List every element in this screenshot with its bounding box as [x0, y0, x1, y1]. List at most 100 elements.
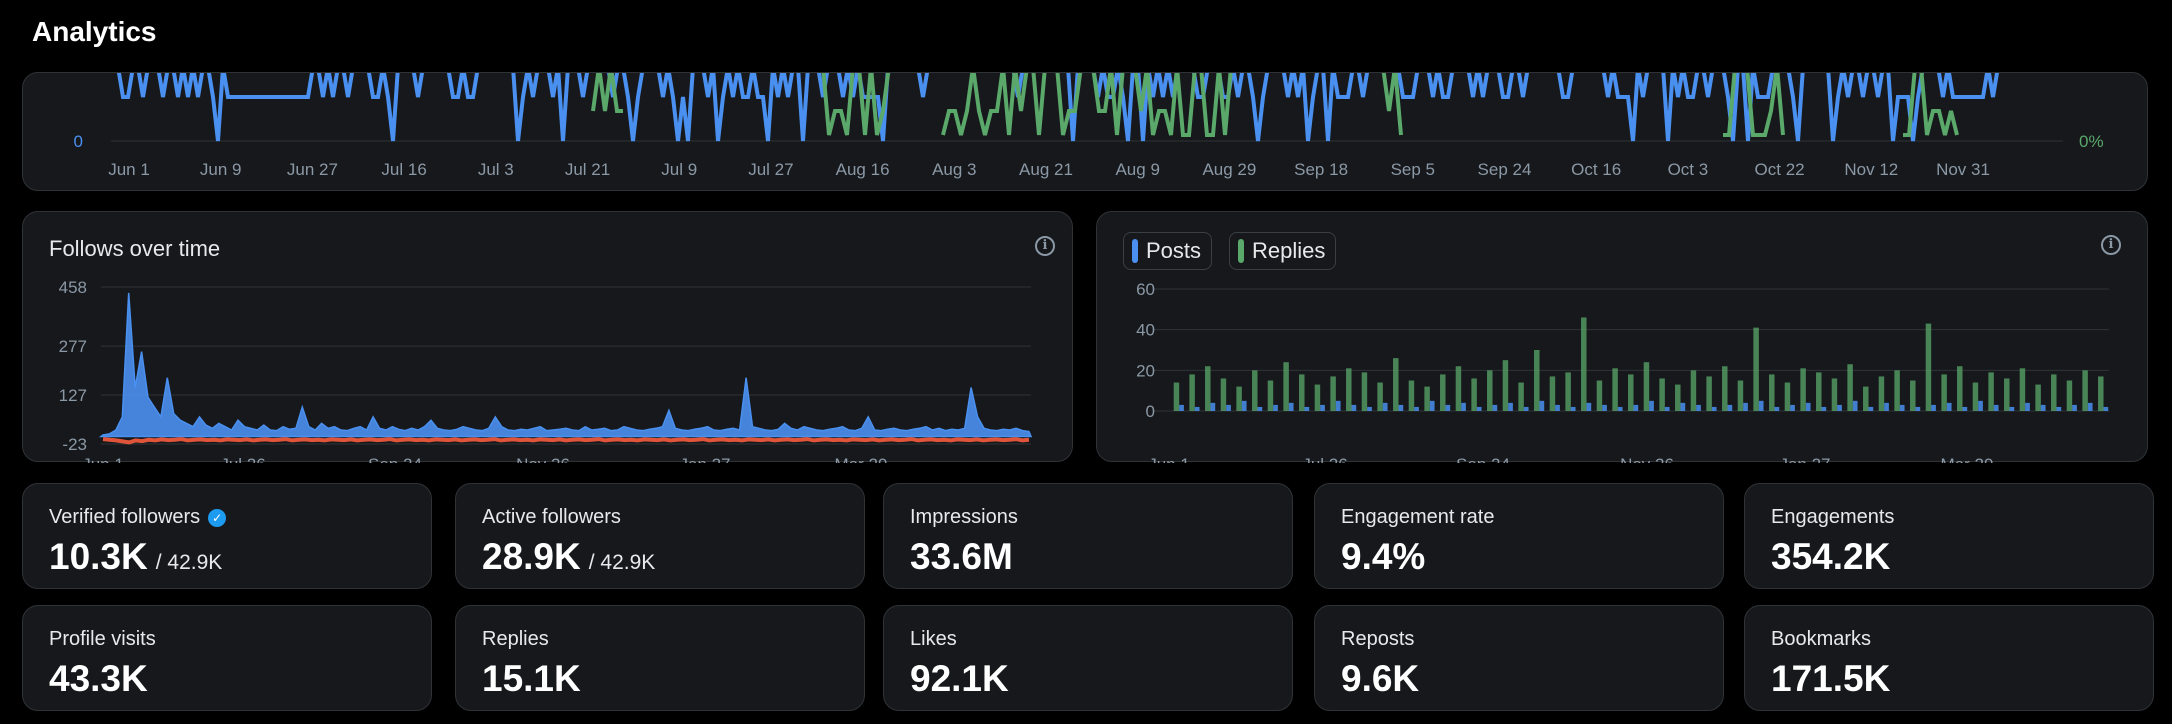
top-chart-x-tick: Jul 27: [748, 160, 793, 179]
stat-label-text: Active followers: [482, 506, 621, 528]
replies-bar: [1173, 382, 1180, 411]
top-chart-x-tick: Jun 1: [108, 160, 150, 179]
stat-card[interactable]: Impressions 33.6M: [883, 483, 1293, 589]
replies-bar: [1643, 362, 1650, 411]
posts-bar: [1821, 406, 1827, 411]
posts-bar: [1852, 400, 1858, 411]
posts-bar: [1523, 406, 1529, 411]
legend-replies[interactable]: Replies: [1229, 232, 1337, 270]
stat-card[interactable]: Replies 15.1K: [455, 605, 865, 711]
posts-bar: [1273, 404, 1278, 411]
posts-bar: [1304, 406, 1310, 411]
top-chart-x-tick: Aug 3: [932, 160, 976, 179]
replies-bar: [1800, 368, 1806, 411]
stat-card[interactable]: Profile visits 43.3K: [22, 605, 432, 711]
replies-bar: [1393, 358, 1399, 411]
replies-bar: [2035, 384, 2041, 411]
posts-bar: [1226, 404, 1231, 411]
posts-bar: [1335, 400, 1341, 411]
posts-bar: [1884, 402, 1889, 411]
replies-bar: [1894, 370, 1900, 411]
follows-x-tick: Nov 26: [516, 455, 570, 463]
stat-card[interactable]: Verified followers ✓ 10.3K / 42.9K: [22, 483, 432, 589]
stat-card[interactable]: Engagement rate 9.4%: [1314, 483, 1724, 589]
posts-bar: [2087, 402, 2093, 411]
stat-label-text: Impressions: [910, 506, 1018, 528]
posts-bar: [1790, 404, 1795, 411]
replies-bar: [2019, 368, 2026, 411]
legend-posts[interactable]: Posts: [1123, 232, 1213, 270]
stat-label: Active followers: [482, 506, 621, 529]
posts-bar: [1711, 406, 1717, 411]
replies-bar: [1565, 372, 1571, 411]
stat-card[interactable]: Engagements 354.2K: [1744, 483, 2154, 589]
stat-label-text: Replies: [482, 628, 549, 650]
stat-value-text: 33.6M: [910, 536, 1013, 577]
follows-over-time-card: Follows over time i -23 127 277 458 Jun 1 Jul…: [22, 211, 1073, 463]
replies-bar: [1847, 364, 1853, 411]
stat-label: Engagements: [1771, 506, 1894, 529]
posts-bar: [1586, 402, 1592, 411]
posts-bar: [1210, 402, 1216, 411]
top-chart-x-tick: Sep 5: [1391, 160, 1435, 179]
posts-bar: [1758, 400, 1764, 411]
stat-card[interactable]: Likes 92.1K: [883, 605, 1293, 711]
replies-bar: [1737, 380, 1744, 411]
posts-bar: [1962, 406, 1968, 411]
top-chart-x-tick: Jul 16: [381, 160, 426, 179]
replies-bar: [1769, 374, 1775, 411]
stat-card[interactable]: Bookmarks 171.5K: [1744, 605, 2154, 711]
replies-bar: [1361, 372, 1368, 411]
follows-y-tick: 127: [59, 386, 87, 405]
replies-bar: [1863, 386, 1869, 411]
info-icon[interactable]: i: [1035, 236, 1055, 256]
stat-value-text: 171.5K: [1771, 658, 1891, 699]
top-chart-x-tick: Aug 29: [1202, 160, 1256, 179]
verified-icon: ✓: [208, 508, 227, 527]
follows-series-area: [98, 292, 1033, 438]
replies-bar: [1424, 386, 1430, 411]
posts-bar: [1727, 404, 1733, 411]
top-chart-x-tick: Nov 31: [1936, 160, 1990, 179]
replies-bar: [1236, 386, 1242, 411]
replies-bar: [1941, 374, 1947, 411]
follows-y-tick: 277: [59, 337, 87, 356]
posts-bar: [1320, 404, 1325, 411]
stat-label: Verified followers ✓: [49, 506, 227, 529]
top-chart-primary-line: [116, 73, 2000, 142]
top-chart-secondary-line: [821, 73, 891, 136]
replies-bar: [1267, 380, 1274, 411]
stat-value: 15.1K: [482, 658, 581, 700]
top-chart-secondary-line: [591, 73, 623, 113]
posts-bar: [1351, 404, 1357, 411]
replies-bar: [1628, 374, 1634, 411]
replies-bar: [1455, 366, 1462, 411]
stat-card[interactable]: Reposts 9.6K: [1314, 605, 1724, 711]
replies-bar: [1878, 376, 1885, 411]
posts-bar: [1931, 404, 1936, 411]
replies-bar: [1753, 327, 1759, 411]
replies-bar: [1549, 376, 1556, 411]
legend-replies-swatch: [1238, 239, 1244, 263]
follows-x-tick: Mar 29: [835, 455, 888, 463]
top-chart-x-tick: Aug 16: [836, 160, 890, 179]
stat-value-text: 354.2K: [1771, 536, 1891, 577]
info-icon[interactable]: i: [2101, 235, 2121, 255]
replies-bar: [1502, 360, 1509, 411]
posts-bar: [1398, 404, 1404, 411]
replies-bar: [1722, 366, 1728, 411]
posts-bar: [1664, 406, 1670, 411]
top-chart-secondary-line: [1903, 73, 1959, 137]
replies-bar: [1675, 384, 1681, 411]
legend-replies-label: Replies: [1252, 238, 1326, 263]
posts-bar: [1194, 406, 1200, 411]
posts-x-tick: Jul 26: [1302, 455, 1347, 463]
stat-label: Reposts: [1341, 628, 1414, 651]
stat-label-text: Engagements: [1771, 506, 1895, 528]
follows-chart-title: Follows over time: [49, 236, 221, 261]
replies-bar: [1831, 378, 1838, 411]
top-chart-right-label: 0%: [2079, 132, 2104, 151]
stat-card[interactable]: Active followers 28.9K / 42.9K: [455, 483, 865, 589]
follows-x-tick: Jun 1: [82, 455, 124, 463]
posts-bar: [1649, 400, 1654, 411]
